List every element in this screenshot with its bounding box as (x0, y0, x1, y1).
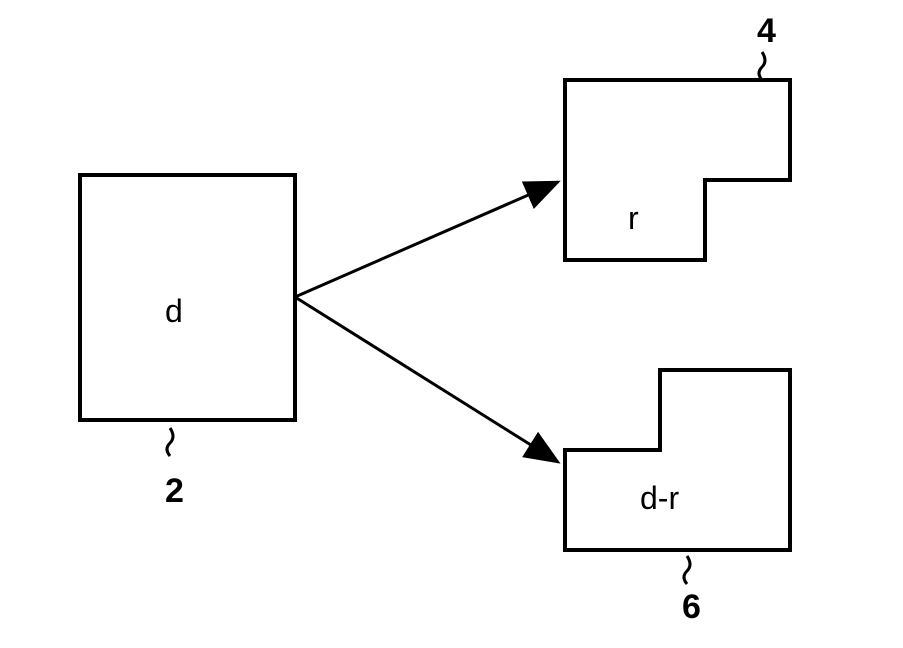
node-bottom-right-shape (565, 370, 790, 550)
edge-to-bottom (295, 297, 558, 462)
ref-label-2: 2 (165, 472, 184, 511)
squiggle-6 (684, 556, 690, 584)
node-left-box (80, 175, 295, 420)
ref-label-6: 6 (682, 588, 701, 627)
ref-label-4: 4 (757, 12, 776, 51)
squiggle-4 (759, 52, 765, 80)
node-top-right-label: r (628, 200, 639, 237)
node-top-right-shape (565, 80, 790, 260)
diagram-canvas (0, 0, 903, 648)
node-bottom-right-label: d-r (640, 480, 679, 517)
edge-to-top (295, 182, 558, 297)
squiggle-2 (167, 428, 173, 456)
node-left-label: d (165, 293, 183, 330)
